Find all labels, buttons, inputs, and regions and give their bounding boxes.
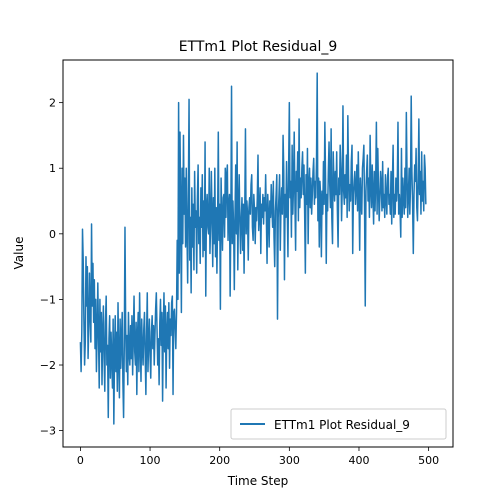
x-tick-label: 0 <box>77 454 84 467</box>
series-line-0 <box>79 72 427 425</box>
x-tick-label: 400 <box>348 454 369 467</box>
y-tick-label: 1 <box>49 162 56 175</box>
x-tick-label: 300 <box>279 454 300 467</box>
legend-label: ETTm1 Plot Residual_9 <box>274 418 410 432</box>
y-tick-label: 2 <box>49 97 56 110</box>
plot-area <box>79 72 427 425</box>
legend: ETTm1 Plot Residual_9 <box>230 408 447 440</box>
y-axis-ticks: −3 −2 −1 0 1 2 <box>40 97 63 438</box>
y-axis-label: Value <box>12 237 26 270</box>
x-axis-ticks: 0 100 200 300 400 500 <box>77 447 439 467</box>
x-axis-label: Time Step <box>227 474 289 488</box>
x-tick-label: 200 <box>209 454 230 467</box>
x-tick-label: 500 <box>418 454 439 467</box>
y-tick-label: 0 <box>49 228 56 241</box>
legend-box <box>230 408 447 440</box>
y-tick-label: −2 <box>40 359 56 372</box>
y-tick-label: −3 <box>40 425 56 438</box>
y-tick-label: −1 <box>40 293 56 306</box>
chart-title: ETTm1 Plot Residual_9 <box>179 39 338 55</box>
x-tick-label: 100 <box>140 454 161 467</box>
plot-frame <box>62 59 454 448</box>
